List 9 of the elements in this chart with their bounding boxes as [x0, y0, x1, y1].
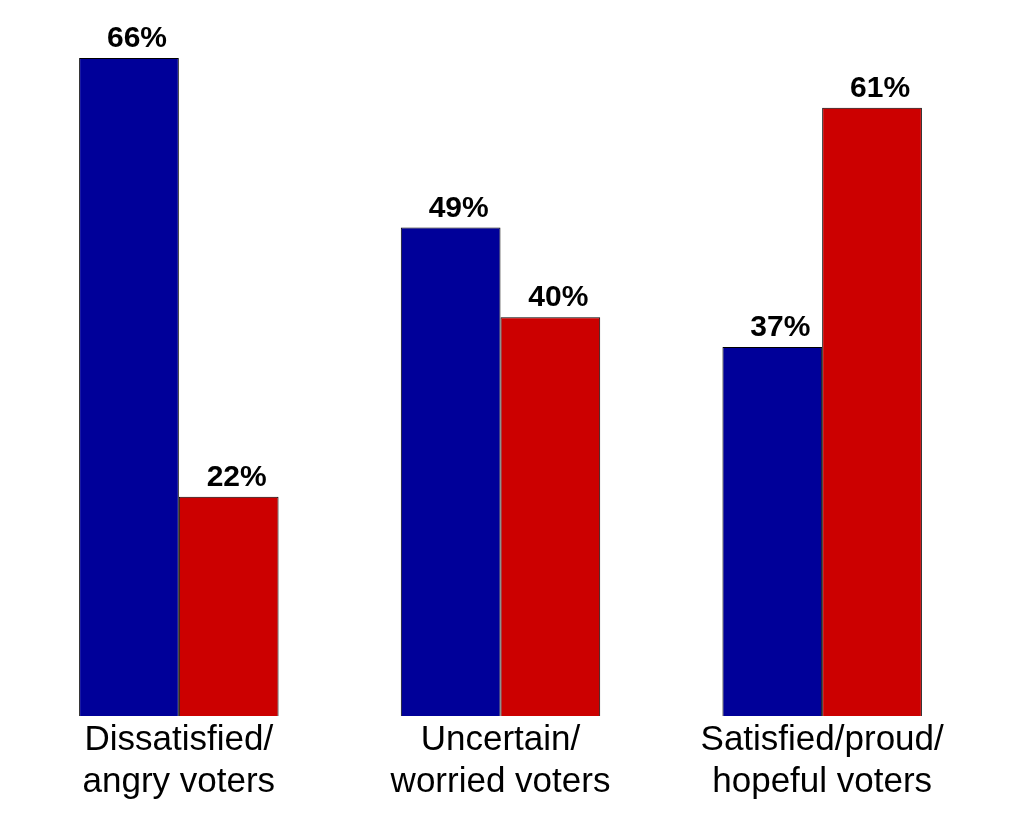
data-label: 49% [428, 189, 489, 223]
data-label: 22% [206, 458, 267, 492]
data-label: 40% [528, 279, 589, 313]
data-label: 66% [106, 20, 167, 54]
x-tick-label: Satisfied/proud/ hopeful voters [700, 717, 945, 799]
x-tick-label: Uncertain/ worried voters [389, 717, 611, 799]
data-label: 37% [750, 309, 811, 343]
x-tick-label: Dissatisfied/ angry voters [82, 717, 276, 799]
data-label: 61% [850, 70, 911, 104]
